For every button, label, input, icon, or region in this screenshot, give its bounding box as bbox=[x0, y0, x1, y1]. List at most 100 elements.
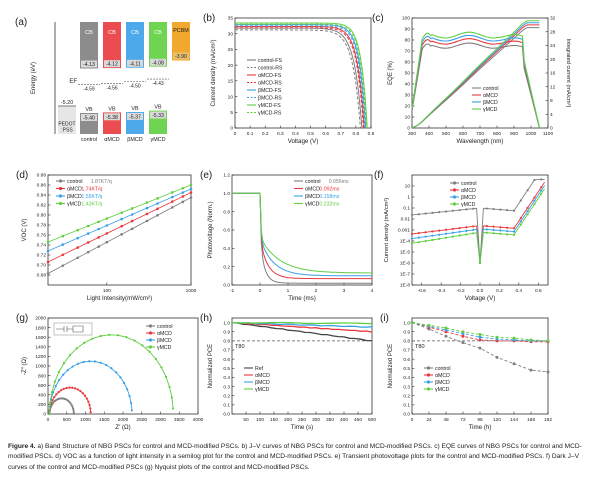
vb-value: -5.38 bbox=[106, 115, 118, 121]
y2-tick-label: 24 bbox=[550, 43, 556, 49]
x-tick-label: 0.4 bbox=[292, 131, 299, 137]
nyquist-point bbox=[59, 389, 63, 392]
y-tick-label: 0.6 bbox=[403, 357, 410, 363]
nyquist-point bbox=[69, 402, 72, 405]
y-axis-label-d: VOC (V) bbox=[22, 219, 28, 242]
nyquist-point bbox=[53, 380, 56, 383]
legend-label-b: γMCD-FS bbox=[258, 103, 281, 109]
x-tick-label: 0.9 bbox=[368, 131, 375, 137]
dark-point bbox=[410, 237, 414, 240]
pedot-value: -5.20 bbox=[61, 100, 73, 106]
nyquist-point bbox=[116, 334, 119, 337]
y-tick-label: 1.0 bbox=[223, 320, 230, 326]
dark-point bbox=[444, 232, 448, 235]
nyquist-point bbox=[126, 388, 129, 391]
stability-point bbox=[478, 332, 482, 336]
column-label: αMCD bbox=[104, 137, 119, 143]
eqe-curve-3 bbox=[411, 31, 541, 129]
y-tick-label: 0.68 bbox=[37, 273, 47, 279]
dark-point bbox=[465, 208, 468, 211]
dark-point bbox=[444, 236, 448, 239]
nyquist-point bbox=[85, 397, 88, 400]
gap-3 bbox=[149, 66, 167, 111]
nyquist-point bbox=[62, 373, 65, 376]
nyquist-point bbox=[108, 333, 111, 336]
nyquist-point bbox=[53, 395, 56, 399]
stability-point bbox=[461, 330, 465, 334]
nyquist-point bbox=[71, 405, 74, 408]
voc-point bbox=[86, 224, 90, 228]
legend-marker-i bbox=[426, 387, 431, 391]
legend-marker-d bbox=[58, 179, 63, 183]
dark-point bbox=[499, 208, 502, 211]
legend-label-i: αMCD bbox=[435, 373, 450, 379]
legend-label-f: βMCD bbox=[461, 195, 476, 201]
x-tick-label: 500 bbox=[63, 417, 71, 423]
y-tick-label: 2000 bbox=[35, 316, 46, 322]
y2-tick-label: 12 bbox=[550, 84, 556, 90]
x-tick-label: -0.4 bbox=[437, 288, 446, 294]
voc-point bbox=[46, 272, 50, 275]
legend-marker-i bbox=[426, 366, 431, 370]
dark-point bbox=[533, 178, 536, 182]
nyquist-point bbox=[71, 365, 74, 368]
vb-value-box-3 bbox=[150, 111, 166, 119]
nyquist-point bbox=[123, 381, 126, 385]
dark-point bbox=[540, 189, 543, 192]
vb-label: VB bbox=[131, 106, 139, 112]
x-tick-label: 2500 bbox=[136, 417, 147, 423]
nyquist-point bbox=[72, 411, 75, 415]
nyquist-point bbox=[125, 336, 128, 339]
panel-letter-f: (f) bbox=[374, 170, 383, 181]
legend-label-i: γMCD bbox=[435, 387, 450, 393]
legend-marker-f bbox=[452, 202, 457, 206]
nyquist-point bbox=[76, 362, 80, 365]
y-axis-label-b: Current density (mA/cm²) bbox=[211, 39, 217, 106]
dark-point bbox=[458, 230, 461, 233]
nyquist-arc-2 bbox=[49, 360, 133, 415]
legend-label-g: control bbox=[157, 324, 173, 330]
panel-letter-e: (e) bbox=[200, 170, 212, 181]
legend-label-d: control bbox=[67, 179, 83, 185]
voc-point bbox=[76, 246, 79, 249]
x-tick-label: 72 bbox=[460, 417, 466, 423]
mpp-curve-3 bbox=[231, 321, 373, 325]
tpv-curve-3 bbox=[232, 192, 372, 274]
y-tick-label: 0.8 bbox=[223, 339, 230, 345]
dark-point bbox=[533, 199, 536, 202]
nyquist-point bbox=[88, 403, 91, 407]
dark-point bbox=[458, 234, 461, 237]
y-tick-label: 0.1 bbox=[403, 403, 410, 409]
dark-point bbox=[410, 242, 414, 245]
dark-point bbox=[533, 196, 536, 199]
y-tick-label: 90 bbox=[405, 27, 411, 33]
voc-point bbox=[97, 220, 100, 224]
y-tick-label: 1600 bbox=[35, 335, 46, 341]
nyquist-point bbox=[119, 376, 122, 379]
legend-label-f: αMCD bbox=[461, 188, 476, 194]
nyquist-point bbox=[56, 398, 60, 401]
nyquist-point bbox=[79, 390, 82, 393]
dark-point bbox=[512, 233, 516, 236]
voc-point bbox=[61, 264, 65, 267]
legend-label-h: αMCD bbox=[255, 373, 270, 379]
dark-point bbox=[512, 227, 516, 230]
nyquist-point bbox=[91, 337, 94, 340]
x-tick-label: 144 bbox=[510, 417, 518, 423]
legend-value-e: 0.232ms bbox=[319, 201, 339, 207]
dark-point bbox=[465, 229, 468, 232]
nyquist-point bbox=[110, 367, 113, 370]
x-axis-label-h: Time (s) bbox=[291, 424, 313, 431]
x-tick-label: 0 bbox=[259, 288, 262, 294]
voc-fit-1 bbox=[47, 192, 192, 263]
x-tick-label: 96 bbox=[477, 417, 483, 423]
nyquist-point bbox=[62, 387, 65, 390]
x-tick-label: 900 bbox=[510, 131, 518, 137]
voc-point bbox=[76, 228, 79, 232]
y-tick-label: 10 bbox=[405, 184, 411, 190]
voc-point bbox=[189, 183, 193, 187]
dark-point bbox=[410, 232, 414, 236]
dark-point bbox=[540, 192, 543, 196]
x-tick-label: 0.7 bbox=[337, 131, 344, 137]
legend-marker-f bbox=[452, 181, 457, 185]
